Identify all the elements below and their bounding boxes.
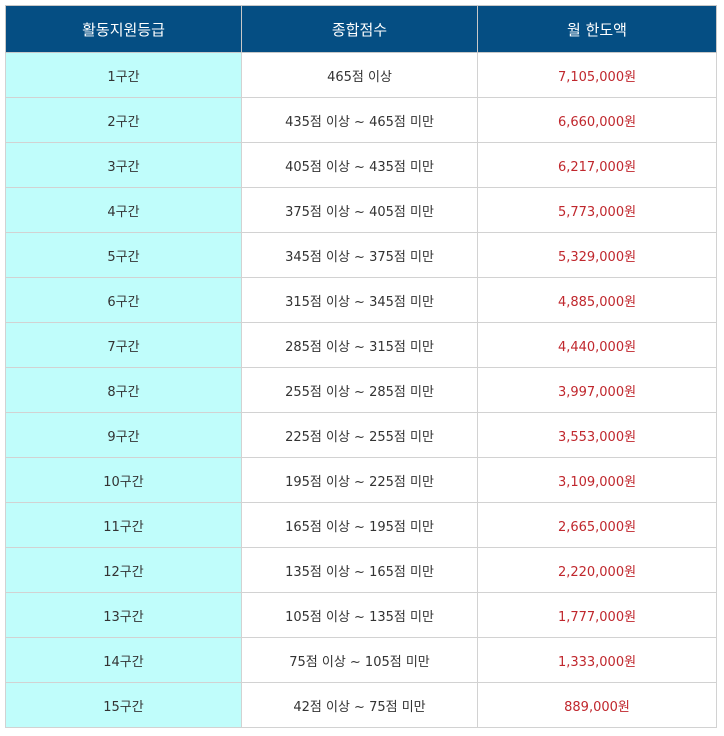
grade-cell: 13구간	[5, 592, 242, 638]
table-row: 7구간 285점 이상 ~ 315점 미만 4,440,000원	[5, 322, 717, 368]
score-cell: 435점 이상 ~ 465점 미만	[241, 97, 478, 143]
score-cell: 375점 이상 ~ 405점 미만	[241, 187, 478, 233]
score-cell: 105점 이상 ~ 135점 미만	[241, 592, 478, 638]
table-row: 12구간 135점 이상 ~ 165점 미만 2,220,000원	[5, 547, 717, 593]
table-row: 6구간 315점 이상 ~ 345점 미만 4,885,000원	[5, 277, 717, 323]
grade-cell: 4구간	[5, 187, 242, 233]
header-grade: 활동지원등급	[5, 5, 242, 53]
score-cell: 405점 이상 ~ 435점 미만	[241, 142, 478, 188]
score-cell: 135점 이상 ~ 165점 미만	[241, 547, 478, 593]
table-row: 11구간 165점 이상 ~ 195점 미만 2,665,000원	[5, 502, 717, 548]
monthly-limit-cell: 1,333,000원	[477, 637, 717, 683]
table-row: 13구간 105점 이상 ~ 135점 미만 1,777,000원	[5, 592, 717, 638]
score-cell: 255점 이상 ~ 285점 미만	[241, 367, 478, 413]
table-row: 1구간 465점 이상 7,105,000원	[5, 52, 717, 98]
activity-support-limit-table: 활동지원등급 종합점수 월 한도액 1구간 465점 이상 7,105,000원 2구…	[5, 5, 717, 728]
score-cell: 345점 이상 ~ 375점 미만	[241, 232, 478, 278]
header-monthly-limit: 월 한도액	[477, 5, 717, 53]
score-cell: 285점 이상 ~ 315점 미만	[241, 322, 478, 368]
monthly-limit-cell: 3,997,000원	[477, 367, 717, 413]
monthly-limit-cell: 3,109,000원	[477, 457, 717, 503]
table-row: 9구간 225점 이상 ~ 255점 미만 3,553,000원	[5, 412, 717, 458]
monthly-limit-cell: 5,329,000원	[477, 232, 717, 278]
grade-cell: 1구간	[5, 52, 242, 98]
grade-cell: 11구간	[5, 502, 242, 548]
table-row: 2구간 435점 이상 ~ 465점 미만 6,660,000원	[5, 97, 717, 143]
monthly-limit-cell: 3,553,000원	[477, 412, 717, 458]
table-row: 10구간 195점 이상 ~ 225점 미만 3,109,000원	[5, 457, 717, 503]
header-score: 종합점수	[241, 5, 478, 53]
monthly-limit-cell: 6,660,000원	[477, 97, 717, 143]
score-cell: 195점 이상 ~ 225점 미만	[241, 457, 478, 503]
table-body: 1구간 465점 이상 7,105,000원 2구간 435점 이상 ~ 465점 미만…	[5, 52, 717, 728]
grade-cell: 10구간	[5, 457, 242, 503]
table-row: 15구간 42점 이상 ~ 75점 미만 889,000원	[5, 682, 717, 728]
score-cell: 165점 이상 ~ 195점 미만	[241, 502, 478, 548]
grade-cell: 5구간	[5, 232, 242, 278]
score-cell: 465점 이상	[241, 52, 478, 98]
table-row: 14구간 75점 이상 ~ 105점 미만 1,333,000원	[5, 637, 717, 683]
monthly-limit-cell: 2,665,000원	[477, 502, 717, 548]
monthly-limit-cell: 889,000원	[477, 682, 717, 728]
grade-cell: 3구간	[5, 142, 242, 188]
table-row: 3구간 405점 이상 ~ 435점 미만 6,217,000원	[5, 142, 717, 188]
score-cell: 315점 이상 ~ 345점 미만	[241, 277, 478, 323]
grade-cell: 9구간	[5, 412, 242, 458]
score-cell: 42점 이상 ~ 75점 미만	[241, 682, 478, 728]
monthly-limit-cell: 6,217,000원	[477, 142, 717, 188]
monthly-limit-cell: 5,773,000원	[477, 187, 717, 233]
grade-cell: 2구간	[5, 97, 242, 143]
score-cell: 225점 이상 ~ 255점 미만	[241, 412, 478, 458]
grade-cell: 7구간	[5, 322, 242, 368]
limit-table-container: 활동지원등급 종합점수 월 한도액 1구간 465점 이상 7,105,000원 2구…	[5, 5, 717, 728]
grade-cell: 8구간	[5, 367, 242, 413]
monthly-limit-cell: 2,220,000원	[477, 547, 717, 593]
grade-cell: 15구간	[5, 682, 242, 728]
grade-cell: 6구간	[5, 277, 242, 323]
table-row: 5구간 345점 이상 ~ 375점 미만 5,329,000원	[5, 232, 717, 278]
monthly-limit-cell: 4,440,000원	[477, 322, 717, 368]
table-row: 8구간 255점 이상 ~ 285점 미만 3,997,000원	[5, 367, 717, 413]
monthly-limit-cell: 1,777,000원	[477, 592, 717, 638]
score-cell: 75점 이상 ~ 105점 미만	[241, 637, 478, 683]
monthly-limit-cell: 7,105,000원	[477, 52, 717, 98]
monthly-limit-cell: 4,885,000원	[477, 277, 717, 323]
table-header-row: 활동지원등급 종합점수 월 한도액	[5, 5, 717, 53]
grade-cell: 12구간	[5, 547, 242, 593]
table-row: 4구간 375점 이상 ~ 405점 미만 5,773,000원	[5, 187, 717, 233]
grade-cell: 14구간	[5, 637, 242, 683]
